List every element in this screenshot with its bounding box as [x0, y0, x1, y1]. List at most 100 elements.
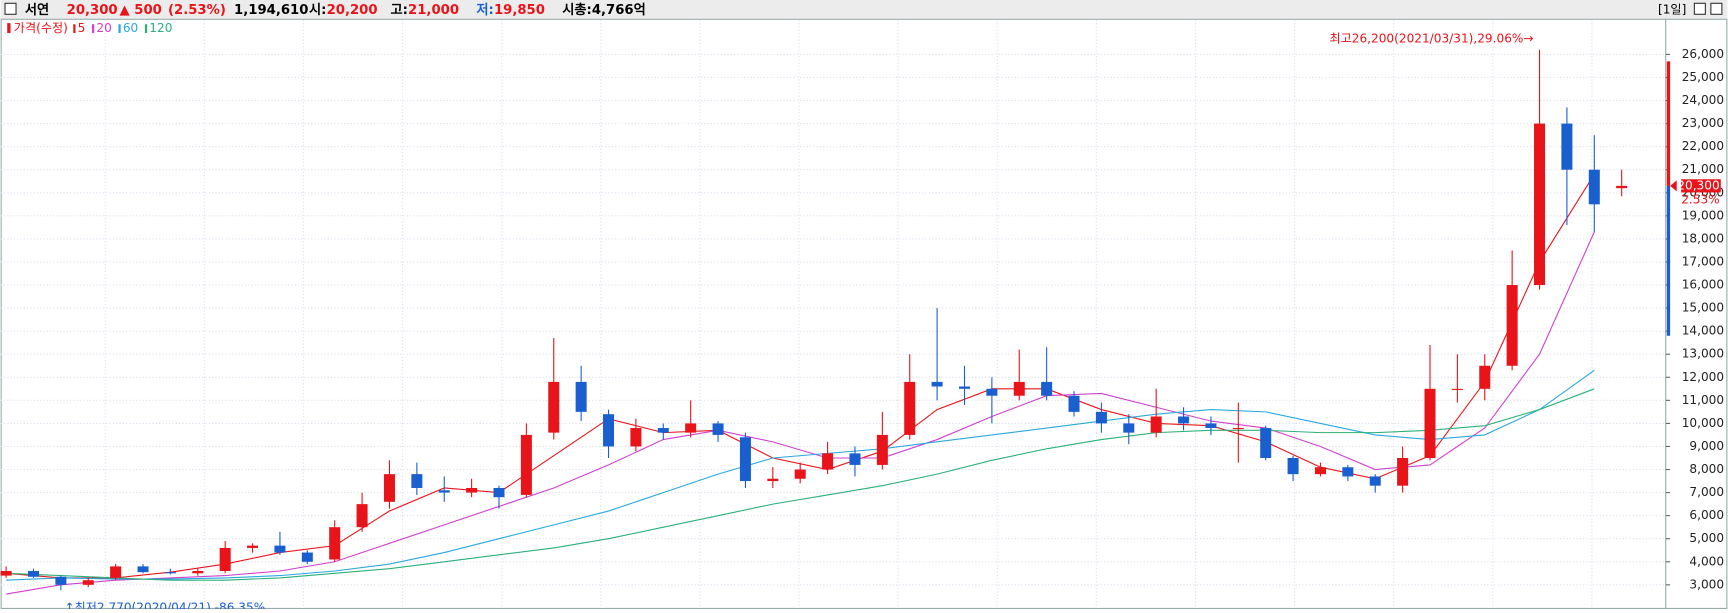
candle-body: [383, 474, 395, 502]
low-value: 19,850: [494, 3, 545, 18]
candle-body: [958, 386, 971, 389]
y-tick-label: 24,000: [1682, 93, 1724, 107]
candle-body: [82, 580, 94, 585]
candle-body: [1232, 428, 1244, 430]
close-button[interactable]: [1710, 2, 1723, 15]
volume: 1,194,610: [234, 3, 308, 18]
candle-body: [356, 504, 368, 528]
stock-name: 서연: [25, 2, 49, 18]
candle-body: [329, 527, 341, 560]
y-tick-label: 5,000: [1689, 531, 1724, 545]
candle-body: [1013, 381, 1025, 396]
period[interactable]: [1일]: [1658, 2, 1686, 16]
candle-body: [0, 570, 12, 576]
y-tick-label: 8,000: [1689, 462, 1724, 476]
checkbox[interactable]: [4, 2, 17, 15]
candle-body: [739, 437, 751, 482]
candle-body: [1260, 428, 1272, 458]
candle-body: [520, 434, 532, 495]
candle-body: [1451, 388, 1463, 390]
candle-body: [466, 487, 478, 493]
y-tick-label: 10,000: [1682, 416, 1724, 430]
candle-body: [192, 570, 204, 574]
y-tick-label: 18,000: [1682, 231, 1724, 245]
y-tick-label: 21,000: [1682, 162, 1724, 176]
candle-body: [1479, 365, 1491, 389]
y-tick-label: 22,000: [1682, 139, 1724, 153]
price-tag-pct: 2.53%: [1681, 193, 1719, 207]
market-cap: 시총:4,766억: [562, 2, 645, 18]
high-value: 21,000: [408, 3, 459, 18]
candle-body: [27, 570, 40, 577]
candle-body: [110, 566, 122, 578]
side-bar-up: [1666, 61, 1671, 186]
legend-label: 20: [96, 21, 111, 35]
candle-body: [575, 381, 587, 412]
price: 20,300: [67, 3, 118, 18]
y-tick-label: 25,000: [1682, 70, 1724, 84]
frame: [0, 18, 1728, 609]
candle-body: [301, 552, 313, 562]
candle-body: [548, 381, 560, 433]
candle-body: [137, 566, 149, 573]
price-tag: [1681, 179, 1721, 193]
candle-body: [1123, 423, 1135, 433]
y-tick-label: 6,000: [1689, 508, 1724, 522]
legend-label: 120: [149, 21, 172, 35]
legend-swatch: [73, 24, 76, 34]
candle-body: [1369, 476, 1381, 486]
candle-body: [1178, 416, 1190, 424]
candle-body: [685, 423, 697, 433]
low-label: 저:: [476, 2, 493, 18]
candle-body: [1342, 467, 1354, 477]
candle-body: [849, 453, 861, 465]
candle-body: [1287, 457, 1299, 475]
ma-line: [6, 174, 1595, 579]
y-tick-label: 15,000: [1682, 301, 1724, 315]
candle-body: [1534, 123, 1546, 286]
y-tick-label: 12,000: [1682, 370, 1724, 384]
candle-body: [411, 474, 423, 488]
candle-body: [1095, 411, 1107, 424]
y-tick-label: 16,000: [1682, 278, 1724, 292]
price-tag-label: 20,300: [1677, 178, 1719, 192]
side-bar-down: [1666, 185, 1671, 336]
restore-button[interactable]: [1693, 2, 1706, 15]
candle-body: [219, 547, 231, 571]
legend-swatch: [92, 24, 95, 34]
legend-label: 5: [78, 21, 86, 35]
candle-body: [1561, 123, 1573, 170]
candle-body: [55, 576, 67, 585]
change-pct: (2.53%): [168, 3, 226, 18]
ma-line: [6, 231, 1595, 595]
y-tick-label: 23,000: [1682, 116, 1724, 130]
candle-body: [1588, 169, 1600, 205]
candle-body: [794, 469, 806, 479]
candle-body: [657, 428, 669, 433]
high-annotation: 최고26,200(2021/03/31),29.06%→: [1329, 31, 1533, 45]
y-tick-label: 11,000: [1682, 393, 1724, 407]
candle-body: [1314, 467, 1326, 475]
candle-body: [1616, 185, 1628, 189]
open-value: 20,200: [327, 3, 378, 18]
y-tick-label: 3,000: [1689, 577, 1724, 591]
header-bar: [0, 0, 1728, 19]
open-label: 시:: [309, 2, 326, 18]
candle-body: [164, 572, 176, 574]
y-tick-label: 26,000: [1682, 47, 1724, 61]
candle-body: [767, 478, 779, 482]
candle-body: [247, 545, 259, 548]
legend-label: 60: [123, 21, 138, 35]
candle-body: [1041, 381, 1053, 396]
candle-body: [603, 414, 615, 447]
y-tick-label: 17,000: [1682, 254, 1724, 268]
candle-body: [493, 487, 505, 498]
candle-body: [1506, 285, 1518, 366]
candle-body: [986, 388, 998, 396]
low-annotation: ↑최저2,770(2020/04/21),-86.35%: [64, 600, 265, 609]
candle-body: [1205, 423, 1217, 429]
high-label: 고:: [390, 3, 407, 18]
candle-body: [274, 545, 286, 553]
